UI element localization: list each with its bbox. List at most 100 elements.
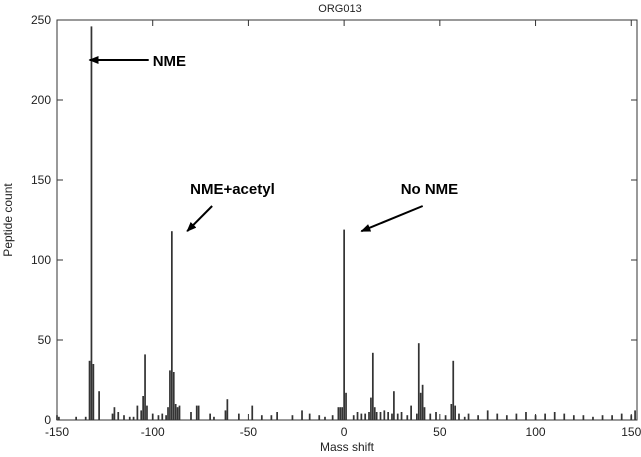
bar [486, 410, 489, 420]
bar [450, 404, 453, 420]
bar [270, 415, 273, 420]
bar [429, 413, 432, 420]
bar [416, 413, 418, 420]
bar [373, 407, 376, 420]
bar [452, 360, 455, 420]
bar [375, 412, 378, 420]
bar [172, 372, 175, 420]
chart-title: ORG013 [318, 3, 361, 15]
bar [393, 391, 395, 420]
bar [444, 415, 447, 420]
bar [178, 405, 181, 420]
bar [111, 413, 114, 420]
bar [417, 343, 420, 420]
bar [301, 410, 303, 420]
y-tick-label: 50 [38, 333, 52, 347]
y-tick-label: 100 [31, 253, 51, 267]
bar [391, 413, 393, 420]
plot-frame [56, 19, 638, 421]
bar [251, 405, 254, 420]
bar [634, 410, 636, 420]
y-tick-label: 150 [31, 173, 51, 187]
bar [142, 396, 144, 420]
x-tick-label: 0 [341, 425, 348, 439]
bar [515, 413, 518, 420]
bar [563, 413, 566, 420]
annotation-arrow [186, 205, 213, 232]
bar [123, 415, 125, 420]
bar [226, 399, 229, 420]
bar [343, 229, 345, 420]
bar [318, 415, 321, 420]
bar [364, 413, 367, 420]
bar [467, 413, 470, 420]
bar [92, 364, 95, 420]
bar [406, 415, 409, 420]
bar [620, 413, 623, 420]
bar [463, 416, 466, 420]
x-tick-label: 100 [526, 425, 546, 439]
bar [308, 413, 311, 420]
bar [140, 410, 143, 420]
annotation-label: NME [153, 53, 186, 70]
y-tick-label: 200 [31, 93, 51, 107]
bar [387, 412, 390, 420]
x-tick-label: -150 [45, 425, 69, 439]
annotation-label: NME+acetyl [190, 181, 275, 198]
bar [368, 412, 370, 420]
bar [345, 392, 347, 420]
annotation-arrow [360, 205, 424, 233]
bar [324, 416, 326, 420]
bar [435, 412, 437, 420]
bar [505, 415, 508, 420]
bar [400, 412, 403, 420]
bar [224, 410, 227, 420]
bar [592, 416, 594, 420]
bar [370, 397, 372, 420]
bar [360, 413, 363, 420]
bar [237, 413, 240, 420]
annotation-label: No NME [401, 181, 459, 198]
bar [341, 407, 344, 420]
bar [423, 407, 426, 420]
bar [454, 405, 457, 420]
x-tick-label: -50 [240, 425, 258, 439]
bar [611, 415, 613, 420]
bar [169, 370, 171, 420]
bar [544, 413, 546, 420]
bar [379, 412, 382, 420]
bar [190, 412, 192, 420]
x-tick-label: 150 [621, 425, 641, 439]
x-axis: -150 -100 -50 0 50 100 150 [45, 20, 641, 439]
bar [132, 416, 135, 420]
bar [161, 413, 164, 420]
bar [419, 392, 422, 420]
bars-group [56, 26, 636, 421]
bar [195, 405, 198, 420]
bar [197, 405, 200, 420]
bar [421, 384, 424, 420]
bar [167, 407, 169, 420]
bar [582, 415, 585, 420]
bar [174, 404, 177, 420]
bar [88, 360, 91, 420]
bar [157, 415, 160, 420]
bar [291, 415, 294, 420]
bar [90, 26, 93, 421]
bar [75, 416, 77, 420]
y-tick-label: 0 [44, 413, 51, 427]
bar [144, 354, 146, 420]
bar [136, 405, 139, 420]
bar [84, 416, 87, 420]
bar [117, 412, 120, 420]
bar [356, 412, 359, 420]
bar [260, 415, 263, 420]
x-tick-label: 50 [433, 425, 447, 439]
bar [176, 407, 179, 420]
bar [352, 415, 355, 420]
bar [170, 231, 173, 420]
bar [337, 407, 340, 420]
bar [113, 407, 116, 420]
bar [146, 405, 148, 420]
